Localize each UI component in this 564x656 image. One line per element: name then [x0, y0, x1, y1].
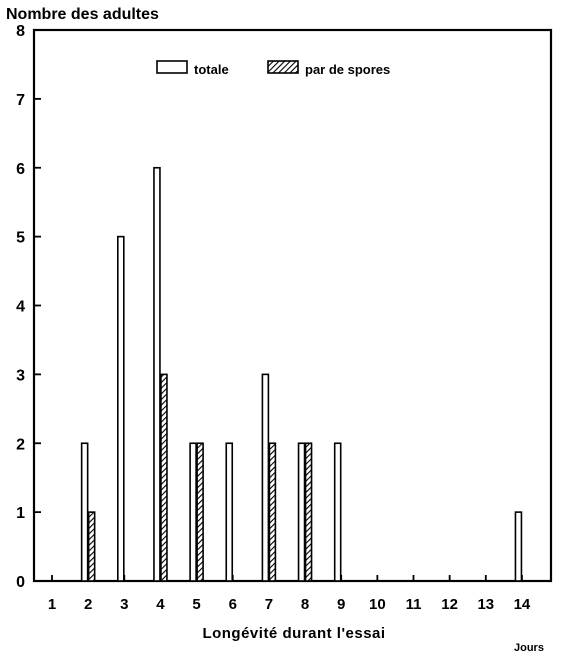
bar-totale [189, 442, 197, 582]
bar-spores [304, 442, 313, 582]
y-tick-label: 4 [16, 299, 25, 316]
x-tick-label: 2 [84, 596, 92, 613]
bar-totale [514, 511, 523, 582]
bars [80, 166, 523, 582]
legend: totale par de spores [156, 60, 390, 77]
bar-totale [333, 442, 342, 582]
y-tick-label: 2 [16, 436, 25, 453]
bar-totale [153, 166, 161, 582]
y-axis: 0 1 2 3 4 5 6 7 8 [16, 23, 41, 591]
legend-label-spores: par de spores [305, 62, 390, 77]
plot-frame [32, 28, 553, 583]
x-tick-label: 10 [369, 596, 386, 613]
x-tick-label: 8 [301, 596, 309, 613]
x-tick-label: 4 [156, 596, 165, 613]
bar-totale [297, 442, 306, 582]
y-axis-title: Nombre des adultes [6, 6, 159, 23]
y-tick-label: 0 [16, 574, 25, 591]
x-axis-title: Longévité durant l'essai [202, 625, 385, 642]
x-tick-label: 1 [48, 596, 56, 613]
y-tick-label: 1 [16, 505, 25, 522]
x-tick-label: 13 [477, 596, 494, 613]
y-tick-label: 7 [16, 92, 25, 109]
legend-swatch-totale [156, 60, 188, 74]
x-tick-label: 7 [265, 596, 273, 613]
bar-spores [160, 373, 168, 582]
x-axis-unit: Jours [514, 642, 544, 654]
bar-spores [196, 442, 204, 582]
bar-totale [117, 235, 125, 582]
legend-label-totale: totale [194, 62, 229, 77]
legend-swatch-spores [267, 60, 299, 74]
x-tick-label: 11 [406, 596, 422, 613]
y-tick-label: 8 [16, 23, 25, 40]
bar-totale [261, 373, 270, 582]
x-tick-label: 9 [337, 596, 345, 613]
bar-spores [268, 442, 277, 582]
y-tick-label: 6 [16, 161, 25, 178]
y-tick-label: 5 [16, 230, 25, 247]
bar-spores [87, 511, 96, 582]
x-tick-label: 3 [120, 596, 128, 613]
x-tick-label: 12 [441, 596, 458, 613]
bar-totale [225, 442, 234, 582]
x-tick-label: 6 [229, 596, 237, 613]
y-tick-label: 3 [16, 367, 25, 384]
x-tick-label: 5 [192, 596, 200, 613]
x-tick-label: 14 [514, 596, 531, 613]
bar-totale [80, 442, 89, 582]
